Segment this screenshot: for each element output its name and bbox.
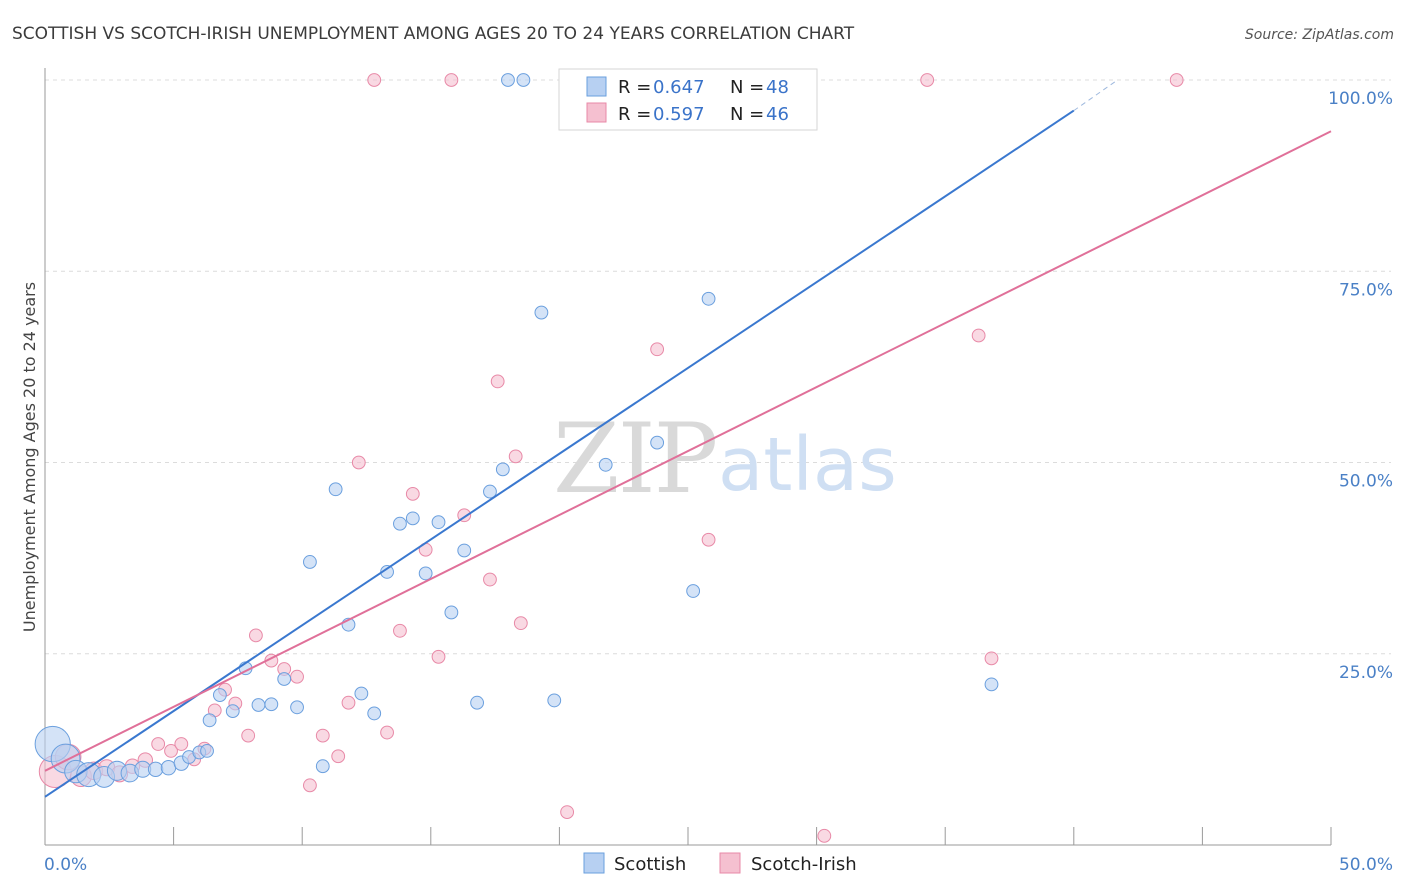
scottish-point-30 (405, 511, 420, 526)
scottish-point-26 (354, 686, 369, 701)
scotch-irish-point-42 (920, 73, 935, 87)
scottish-point-47 (701, 291, 716, 306)
scotch-irish-point-35 (490, 374, 505, 389)
scottish-point-18 (251, 698, 266, 712)
scottish-point-14 (202, 713, 217, 728)
scottish-point-27 (367, 706, 382, 721)
y-axis-label: Unemployment Among Ages 20 to 24 years (20, 282, 39, 632)
scotch-irish-point-9 (164, 744, 178, 758)
chart-source: Source: ZipAtlas.com (1245, 27, 1394, 43)
trend-line-scotch-irish (44, 130, 1332, 772)
scottish-point-16 (225, 704, 240, 719)
scottish-point-21 (290, 700, 304, 715)
scotch-irish-point-26 (367, 73, 382, 87)
scotch-irish-point-25 (351, 455, 366, 470)
bottom-legend-label-scottish: Scottish (614, 854, 686, 875)
scottish-point-46 (686, 584, 701, 598)
scotch-irish-point-31 (431, 649, 446, 664)
x-tick-label-max: 50.0% (1339, 855, 1393, 875)
legend-swatch-scottish (586, 76, 607, 97)
chart-title: SCOTTISH VS SCOTCH-IRISH UNEMPLOYMENT AM… (12, 24, 855, 44)
y-tick-labels: 25.0% 50.0% 75.0% 100.0% (1328, 89, 1393, 683)
scotch-irish-point-8 (151, 737, 166, 751)
scottish-point-8 (147, 761, 164, 777)
y-tick-label-75: 75.0% (1339, 280, 1393, 300)
legend-r-value-scotch-irish: 0.597 (653, 104, 705, 125)
bottom-legend: Scottish Scotch-Irish (583, 852, 857, 875)
gridlines (45, 79, 1391, 655)
scotch-irish-point-23 (331, 749, 346, 764)
scotch-irish-point-32 (444, 73, 459, 87)
scotch-irish-point-22 (315, 728, 330, 743)
scotch-irish-point-41 (817, 828, 832, 843)
watermark-atlas: atlas (718, 422, 897, 508)
y-tick-label-25: 25.0% (1339, 663, 1393, 683)
scottish-point-40 (534, 305, 549, 320)
scotch-irish-point-45 (1169, 73, 1184, 87)
scotch-irish-point-37 (513, 616, 528, 631)
scottish-point-41 (547, 693, 562, 708)
scotch-irish-point-44 (971, 328, 986, 343)
scottish-point-48 (984, 677, 999, 692)
scotch-irish-point-20 (290, 669, 304, 684)
scotch-irish-point-16 (241, 728, 256, 743)
scottish-point-38 (501, 73, 515, 87)
scotch-irish-point-39 (650, 342, 665, 357)
scottish-point-9 (160, 760, 177, 776)
watermark-zip: ZIP (553, 403, 716, 515)
scotch-irish-point-29 (405, 486, 420, 501)
legend-box: R = 0.647 N = 48 R = 0.597 N = 46 (558, 68, 818, 131)
scottish-point-31 (418, 566, 433, 581)
scottish-point-43 (598, 457, 613, 472)
scottish-point-23 (315, 759, 330, 774)
scottish-point-32 (431, 515, 446, 530)
scottish-point-20 (277, 672, 292, 686)
trend-lines (44, 79, 1332, 798)
scottish-point-45 (650, 435, 665, 450)
scotch-irish-point-28 (393, 623, 407, 638)
watermark: ZIP atlas (553, 403, 897, 515)
scottish-point-39 (516, 73, 531, 87)
scottish-point-35 (470, 695, 484, 710)
legend-swatch-scotch-irish (586, 102, 607, 123)
y-tick-label-100: 100.0% (1328, 89, 1393, 109)
x-tick-label-min: 0.0% (44, 855, 87, 875)
scottish-point-22 (303, 555, 317, 569)
scottish-point-36 (483, 484, 497, 499)
scotch-irish-point-10 (174, 737, 189, 751)
legend-r-label-scotch-irish: R = (618, 104, 651, 125)
scottish-point-15 (212, 688, 227, 702)
scotch-irish-point-27 (380, 725, 394, 740)
bottom-legend-swatch-scotch-irish (719, 852, 741, 874)
trend-line-scottish (44, 109, 1075, 798)
scotch-irish-point-40 (701, 532, 716, 547)
scottish-point-29 (393, 516, 407, 531)
legend-n-label-scottish: N = (730, 77, 764, 98)
scottish-point-34 (457, 543, 472, 558)
legend-r-label-scottish: R = (618, 77, 651, 98)
scotch-irish-point-36 (508, 449, 523, 464)
scottish-point-33 (444, 605, 459, 620)
trend-line-scottish-extension (1073, 79, 1118, 112)
legend-n-value-scotch-irish: 46 (766, 104, 789, 125)
scotch-irish-point-34 (483, 572, 497, 587)
x-ticks (44, 827, 1332, 845)
series-scottish-points (34, 73, 999, 788)
scotch-irish-point-17 (249, 628, 263, 643)
scottish-point-37 (495, 462, 510, 477)
scotch-irish-point-43 (984, 651, 999, 666)
legend-n-label-scotch-irish: N = (730, 104, 764, 125)
scotch-irish-point-38 (560, 805, 575, 820)
scottish-point-19 (264, 697, 279, 712)
legend-n-value-scottish: 48 (766, 77, 789, 98)
legend-r-value-scottish: 0.647 (653, 77, 705, 98)
scotch-irish-point-21 (303, 778, 317, 793)
scottish-point-13 (200, 744, 214, 758)
scotch-irish-point-24 (341, 695, 356, 710)
bottom-legend-swatch-scottish (583, 852, 605, 874)
bottom-legend-label-scotch-irish: Scotch-Irish (751, 854, 857, 875)
y-tick-label-50: 50.0% (1339, 472, 1393, 492)
scottish-point-24 (328, 482, 343, 497)
